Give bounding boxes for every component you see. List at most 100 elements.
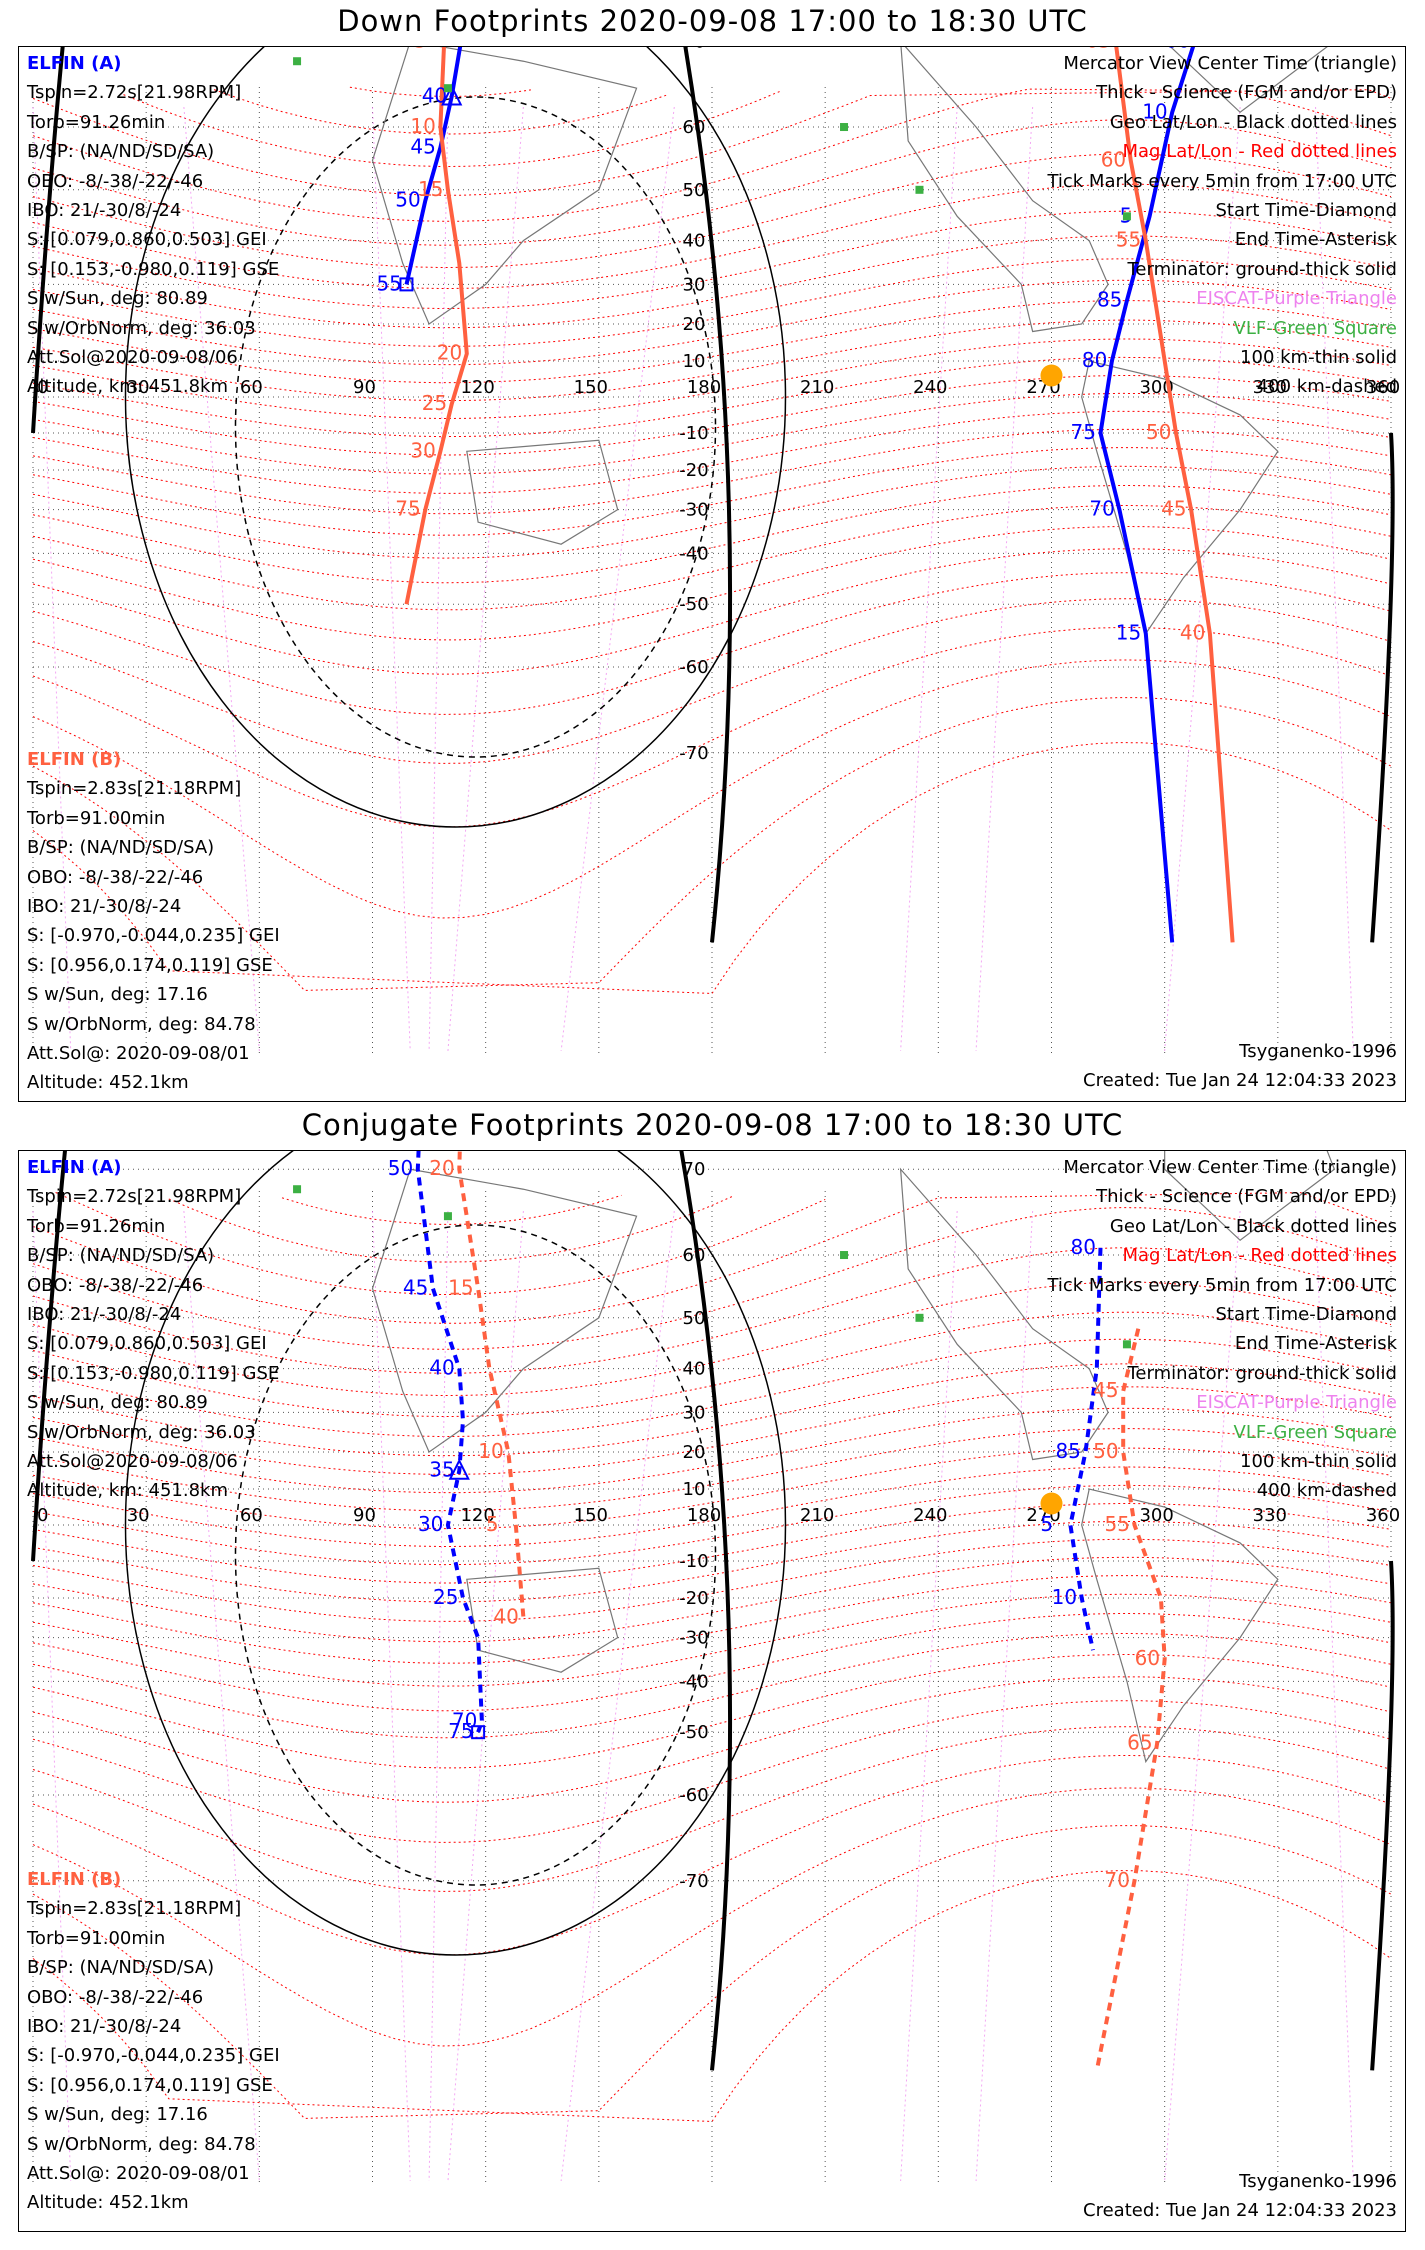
info-line: Tspin=2.72s[21.98RPM] xyxy=(27,82,242,104)
sc-a-tick-label: 25 xyxy=(433,1585,458,1609)
vlf-station xyxy=(293,1185,302,1194)
sc-b-tick-label: 70 xyxy=(1104,1868,1129,1892)
sc-b-track-1 xyxy=(457,1151,526,1618)
info-line: Torb=91.00min xyxy=(27,807,166,829)
lon-tick-label: 240 xyxy=(913,377,947,398)
mag-parallel xyxy=(32,1363,1392,1457)
mag-parallel xyxy=(32,1538,1392,1622)
sc-b-tick-label: 25 xyxy=(422,391,447,415)
mag-parallel xyxy=(32,1466,1392,1548)
info-line: S: [0.079,0.860,0.503] GEI xyxy=(27,1333,267,1355)
coastline xyxy=(1169,47,1328,114)
sc-b-tick-label: 60 xyxy=(1135,1646,1160,1670)
sc-b-tick-label: 30 xyxy=(410,438,435,462)
sc-b-tick-label: 50 xyxy=(1093,1439,1118,1463)
sc-a-info-down: ELFIN (A) Tspin=2.72s[21.98RPM] Torb=91.… xyxy=(27,49,279,402)
sc-b-tick-label: 5 xyxy=(486,1512,499,1536)
info-line: S w/OrbNorm, deg: 84.78 xyxy=(27,1013,256,1035)
mag-parallel xyxy=(32,548,1392,675)
sc-b-tick-label: 15 xyxy=(448,1275,473,1299)
mag-parallel xyxy=(168,1194,735,1263)
legend-item: Thick - Science (FGM and/or EPD) xyxy=(1096,1186,1397,1208)
model-label: Tsyganenko-1996 xyxy=(1239,2171,1397,2192)
legend-item: 100 km-thin solid xyxy=(1240,1450,1397,1472)
info-line: Altitude, km: 451.8km xyxy=(27,376,229,398)
sc-a-tick-label: 55 xyxy=(376,271,401,295)
legend-item: Tick Marks every 5min from 17:00 UTC xyxy=(1047,1274,1397,1296)
mag-parallel xyxy=(32,183,1392,290)
sc-a-tick-label: 10 xyxy=(1052,1585,1077,1609)
lon-tick-label: 150 xyxy=(574,1505,608,1526)
mag-parallel xyxy=(32,1520,1392,1603)
mag-parallel xyxy=(32,210,1392,310)
mag-parallel xyxy=(32,1502,1392,1584)
footprint-map-down: 0306090120150180210240270300330360706050… xyxy=(31,47,1400,1055)
coastline xyxy=(900,47,1109,333)
mag-parallel xyxy=(32,1726,1392,1892)
legend-item: End Time-Asterisk xyxy=(1234,229,1397,251)
lat-tick-label: 20 xyxy=(683,1442,706,1463)
sc-b-tick-label: 15 xyxy=(418,177,443,201)
footprint-map-conjugate: 0 30 60 90 120 150 180 210 240 270 300 330 360706050… xyxy=(31,1151,1400,2185)
start-diamond xyxy=(471,1725,486,1740)
sc-a-tick-label: 75 xyxy=(448,1719,473,1743)
sc-b-name: ELFIN (B) xyxy=(27,1869,122,1890)
sc-a-name: ELFIN (A) xyxy=(27,1157,122,1178)
sc-a-tick-label: 60 xyxy=(1165,47,1190,52)
lon-tick-label: 360 xyxy=(1366,1505,1400,1526)
legend-item: 400 km-dashed xyxy=(1256,1480,1397,1502)
sc-a-tick-label: 45 xyxy=(410,135,435,159)
mag-parallel xyxy=(32,1632,1392,1739)
mag-parallel xyxy=(32,484,1392,584)
coastline xyxy=(1164,1151,1336,1242)
terminator-line xyxy=(1370,1560,1395,2071)
info-line: Tspin=2.83s[21.18RPM] xyxy=(27,778,242,800)
info-line: OBO: -8/-38/-22/-46 xyxy=(27,170,204,192)
legend-conjugate: Mercator View Center Time (triangle) Thic… xyxy=(1047,1153,1397,1506)
info-line: Tspin=2.72s[21.98RPM] xyxy=(27,1186,242,1208)
info-line: Altitude: 452.1km xyxy=(27,1072,189,1094)
panel-title-down: Down Footprints 2020-09-08 17:00 to 18:3… xyxy=(337,4,1088,38)
mag-meridian xyxy=(428,106,449,1052)
vlf-station xyxy=(915,1313,924,1322)
sc-a-track-1 xyxy=(404,47,463,285)
terminator-line xyxy=(31,1151,67,1562)
legend-item: Mercator View Center Time (triangle) xyxy=(1063,53,1397,74)
created-label: Created: Tue Jan 24 12:04:33 2023 xyxy=(1083,2200,1397,2222)
sc-b-track-2 xyxy=(1114,47,1235,943)
mag-meridian xyxy=(975,106,1034,1052)
legend-item: EISCAT-Purple Triangle xyxy=(1196,1392,1397,1414)
vlf-station xyxy=(443,1212,452,1221)
info-line: Altitude: 452.1km xyxy=(27,2192,189,2214)
mag-parallel xyxy=(32,659,1392,919)
lat-tick-label: 40 xyxy=(683,1359,706,1380)
lat-tick-label: 70 xyxy=(683,1159,706,1180)
lon-tick-label: 240 xyxy=(913,1505,947,1526)
lat-tick-label: -70 xyxy=(679,1871,708,1892)
info-line: S w/Sun, deg: 80.89 xyxy=(27,288,208,310)
mag-parallel xyxy=(32,392,1392,475)
lon-tick-label: 0 xyxy=(37,377,48,398)
sc-b-name: ELFIN (B) xyxy=(27,749,122,770)
lon-tick-label: 330 xyxy=(1253,1505,1287,1526)
info-line: S: [0.153,-0.980,0.119] GSE xyxy=(27,258,280,280)
info-line: OBO: -8/-38/-22/-46 xyxy=(27,1986,204,2008)
mag-meridians xyxy=(32,106,1354,1052)
coastline xyxy=(1081,1488,1279,1764)
info-line: S w/Sun, deg: 80.89 xyxy=(27,1392,208,1414)
mag-parallel xyxy=(32,1447,1392,1530)
vlf-station xyxy=(1122,212,1131,221)
sc-b-tick-label: 55 xyxy=(1116,228,1141,252)
lon-tick-label: 210 xyxy=(800,377,834,398)
mag-parallel xyxy=(32,1700,1392,1843)
lat-tick-label: 60 xyxy=(683,1245,706,1266)
coastlines xyxy=(371,47,1328,636)
info-line: Torb=91.26min xyxy=(27,1215,166,1237)
info-line: OBO: -8/-38/-22/-46 xyxy=(27,866,204,888)
coastlines xyxy=(371,1151,1336,1764)
lon-tick-label: 120 xyxy=(460,1505,494,1526)
legend-item: Geo Lat/Lon - Black dotted lines xyxy=(1109,111,1397,133)
sc-a-tick-label: 75 xyxy=(1071,420,1096,444)
lat-tick-label: -30 xyxy=(679,1628,708,1649)
lat-tick-label: 30 xyxy=(683,1402,706,1423)
